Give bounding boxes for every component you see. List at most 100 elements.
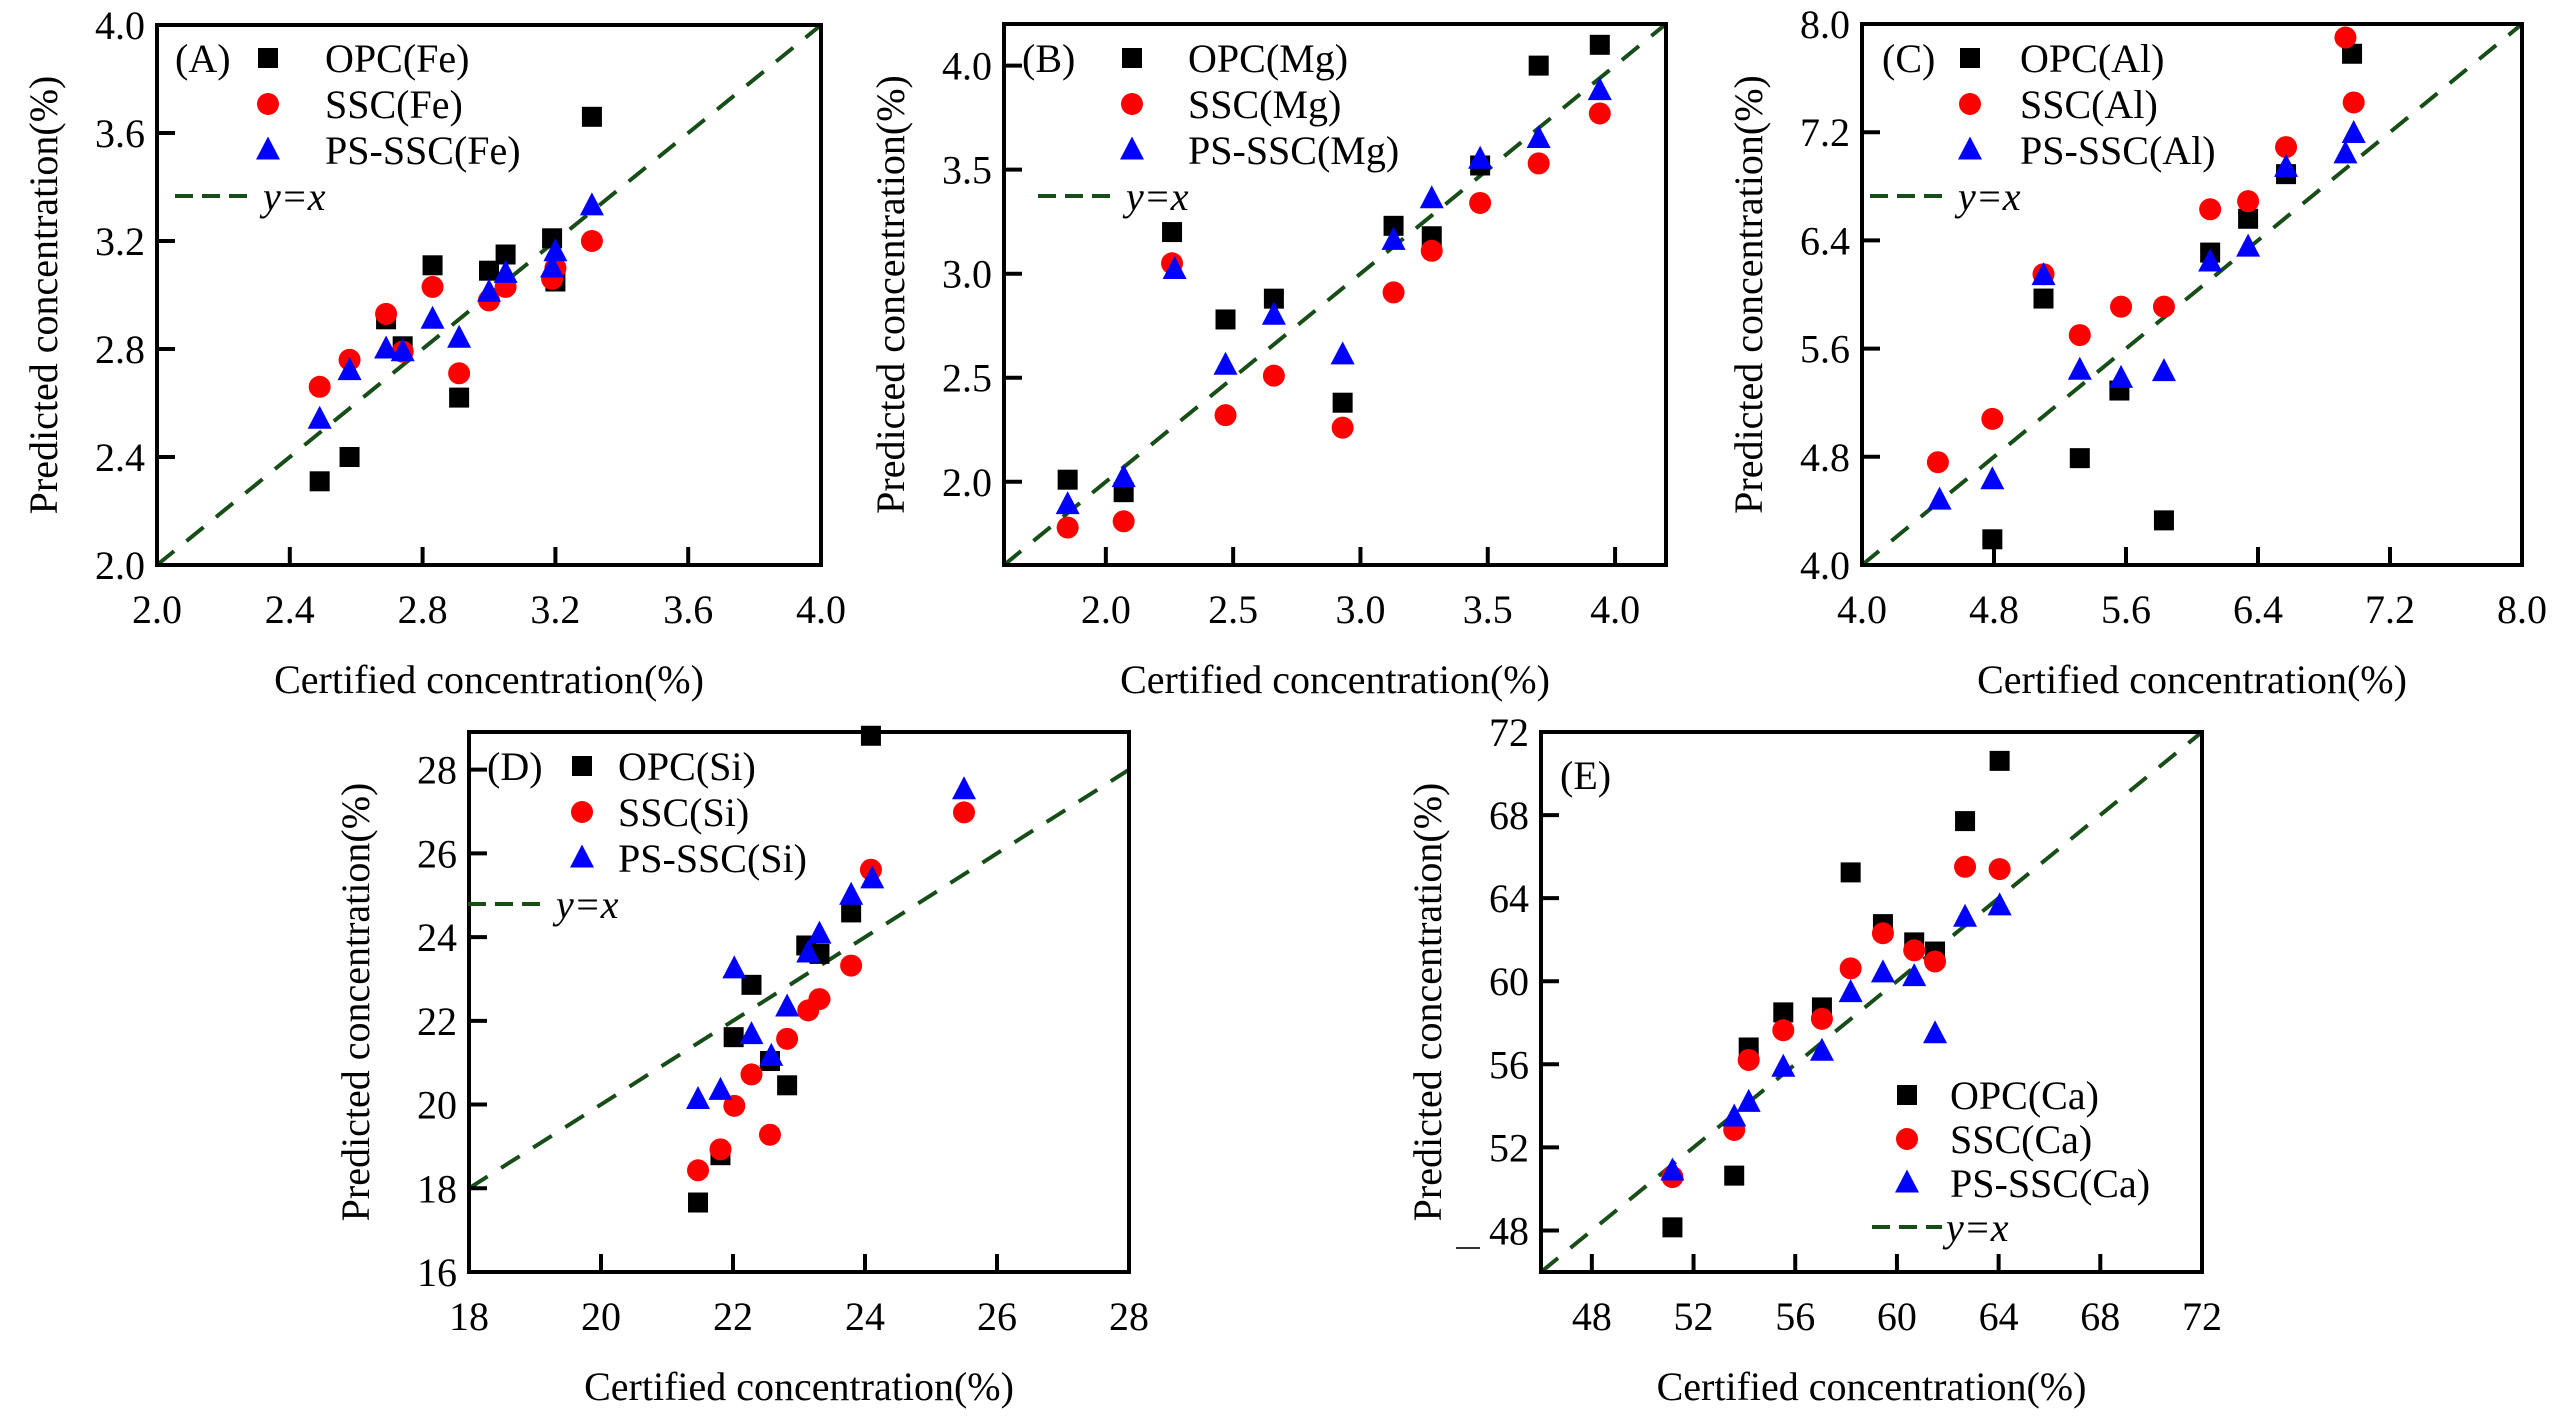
x-tick-label: 60 <box>1877 1294 1917 1339</box>
x-tick-label: 3.0 <box>1335 587 1385 632</box>
x-tick-label: 3.2 <box>530 587 580 632</box>
x-tick-label: 24 <box>845 1294 885 1339</box>
data-point <box>1870 959 1895 983</box>
y-tick-label: 4.0 <box>942 44 992 89</box>
y-tick-label: 28 <box>417 748 457 793</box>
data-point <box>1810 1007 1833 1030</box>
data-point <box>808 988 831 1011</box>
panel-label: (A) <box>175 36 231 81</box>
data-point <box>1213 351 1238 375</box>
data-point <box>709 1138 732 1161</box>
data-point <box>1057 469 1078 490</box>
data-point <box>1980 466 2005 490</box>
legend-marker-ps-ssc <box>1120 136 1144 160</box>
legend-label: OPC(Al) <box>2020 36 2164 81</box>
panel-c: 4.0 4.8 5.6 6.4 7.2 8.0 4.0 4.8 5.6 6.4 7.2 8.0 Cert… <box>1726 2 2547 702</box>
data-point <box>839 881 864 905</box>
series-ps-ssc <box>307 192 604 429</box>
identity-line <box>1860 22 2524 567</box>
data-point <box>688 1192 709 1213</box>
data-point <box>1055 491 1080 515</box>
data-point <box>2198 248 2223 272</box>
x-axis-title: Certified concentration(%) <box>1120 657 1550 702</box>
data-point <box>1953 903 1978 927</box>
x-tick-label: 7.2 <box>2365 587 2415 632</box>
legend-label: SSC(Fe) <box>325 82 463 127</box>
y-tick-label: 5.6 <box>1800 327 1850 372</box>
series-ssc <box>1056 102 1611 539</box>
series-ps-ssc <box>1660 892 2012 1181</box>
data-point <box>493 259 518 283</box>
axes-frame <box>155 23 823 567</box>
data-point <box>741 974 762 995</box>
y-tick-label: 3.2 <box>95 219 145 264</box>
legend-label: y=x <box>552 882 619 927</box>
data-point <box>447 324 472 348</box>
x-tick-label: 28 <box>1109 1294 1149 1339</box>
y-tick-label: 3.6 <box>95 111 145 156</box>
legend-label: PS-SSC(Mg) <box>1188 128 1399 173</box>
data-point <box>2031 262 2056 286</box>
x-tick-label: 18 <box>449 1294 489 1339</box>
data-point <box>2274 153 2299 177</box>
identity-line <box>467 767 1131 1190</box>
legend-marker-ps-ssc <box>1958 136 1982 160</box>
data-point <box>1988 858 2011 881</box>
series-opc <box>309 106 602 492</box>
data-point <box>1113 482 1134 503</box>
legend-label: PS-SSC(Ca) <box>1950 1161 2150 1206</box>
data-point <box>1923 1020 1948 1044</box>
data-point <box>723 1027 744 1048</box>
data-point <box>579 192 604 216</box>
legend-label: SSC(Mg) <box>1188 82 1341 127</box>
data-point <box>1736 1088 1761 1112</box>
series-ssc <box>687 801 975 1182</box>
data-point <box>1982 529 2003 550</box>
data-point <box>740 1063 763 1086</box>
data-point <box>2068 324 2091 347</box>
data-point <box>1987 892 2012 916</box>
x-axis-title: Certified concentration(%) <box>1977 657 2407 702</box>
legend-label: PS-SSC(Al) <box>2020 128 2216 173</box>
x-tick-label: 8.0 <box>2497 587 2547 632</box>
x-tick-label: 6.4 <box>2233 587 2283 632</box>
data-point <box>2342 43 2363 64</box>
data-point <box>2151 358 2176 382</box>
legend-label: OPC(Ca) <box>1950 1073 2099 1118</box>
data-point <box>1261 301 1286 325</box>
x-tick-label: 48 <box>1572 1294 1612 1339</box>
identity-line <box>1002 22 1668 567</box>
data-point <box>807 920 832 944</box>
legend: OPC(Fe)SSC(Fe)PS-SSC(Fe)y=x <box>175 36 521 219</box>
data-point <box>1772 1019 1795 1042</box>
x-tick-label: 26 <box>977 1294 1017 1339</box>
legend-label: SSC(Ca) <box>1950 1117 2092 1162</box>
legend: OPC(Mg)SSC(Mg)PS-SSC(Mg)y=x <box>1038 36 1399 219</box>
y-tick-label: 2.0 <box>95 543 145 588</box>
data-point <box>1420 239 1443 262</box>
data-point <box>1924 950 1947 973</box>
data-point <box>479 260 499 281</box>
data-point <box>2153 510 2174 531</box>
y-tick-label: 7.2 <box>1800 110 1850 155</box>
legend-marker-opc <box>572 756 592 776</box>
y-tick-label: 24 <box>417 915 457 960</box>
x-tick-label: 3.5 <box>1463 587 1513 632</box>
x-tick-label: 56 <box>1775 1294 1815 1339</box>
data-point <box>1981 407 2004 430</box>
data-point <box>308 375 331 398</box>
data-point <box>374 335 399 359</box>
data-point <box>1724 1165 1745 1186</box>
x-axis-title: Certified concentration(%) <box>274 657 704 702</box>
x-tick-label: 2.5 <box>1208 587 1258 632</box>
data-point <box>1871 922 1894 945</box>
data-point <box>1332 392 1353 413</box>
data-point <box>953 801 975 824</box>
data-point <box>1926 451 1949 474</box>
data-point <box>841 902 862 923</box>
legend-marker-opc <box>1897 1085 1917 1105</box>
data-point <box>860 725 881 746</box>
data-point <box>775 993 800 1017</box>
data-point <box>448 362 471 385</box>
